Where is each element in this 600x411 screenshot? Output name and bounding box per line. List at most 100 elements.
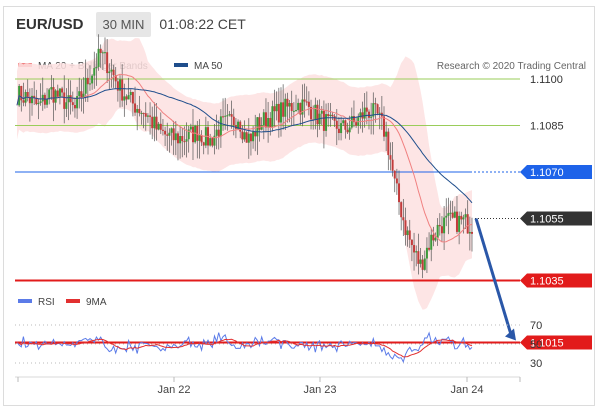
candle-body: [391, 159, 394, 171]
candle-body: [301, 99, 304, 115]
candle-body: [106, 52, 109, 74]
candle-body: [284, 98, 287, 117]
candle-body: [172, 128, 175, 141]
candle-body: [395, 178, 398, 184]
candle-body: [410, 239, 413, 246]
candle-body: [243, 132, 246, 140]
candle-body: [202, 142, 205, 146]
candle-body: [67, 95, 70, 103]
candle-body: [61, 88, 64, 93]
candle-body: [20, 85, 23, 101]
pivot-label-tag: [520, 165, 592, 179]
level-label-0: 1.1100: [530, 74, 563, 86]
candle-body: [295, 110, 298, 112]
candle-body: [359, 112, 362, 118]
candle-body: [398, 183, 401, 203]
candle-body: [125, 96, 128, 100]
candle-body: [290, 103, 293, 111]
candle-body: [140, 112, 143, 114]
candle-body: [112, 69, 115, 76]
rsi-level-label-2: 30: [530, 358, 542, 370]
candle-body: [440, 226, 443, 234]
candle-body: [363, 107, 366, 119]
candle-body: [185, 139, 188, 142]
legend-label-rsi: RSI: [38, 297, 55, 308]
candle-body: [325, 114, 328, 131]
candle-body: [151, 116, 154, 129]
candle-body: [215, 129, 218, 136]
candle-body: [58, 88, 61, 97]
candle-body: [400, 202, 403, 218]
rsi-line: [16, 331, 473, 364]
candle-body: [344, 120, 347, 130]
candle-body: [292, 110, 295, 112]
candle-body: [168, 132, 171, 136]
candle-body: [327, 114, 330, 117]
candle-body: [277, 103, 280, 123]
candle-body: [333, 116, 336, 121]
candle-body: [95, 66, 98, 69]
candle-body: [279, 102, 282, 123]
symbol-label: EUR/USD: [16, 15, 84, 33]
candle-body: [310, 106, 313, 120]
candle-body: [458, 215, 461, 232]
candle-body: [239, 121, 242, 132]
candle-body: [39, 101, 42, 103]
timeframe-badge[interactable]: 30 MIN: [95, 11, 152, 37]
candle-body: [176, 133, 179, 144]
candle-body: [108, 71, 111, 74]
candle-body: [134, 103, 137, 113]
candle-body: [445, 215, 448, 218]
candle-body: [196, 125, 199, 141]
candle-body: [116, 81, 119, 91]
level-label-3: 1.1055: [530, 214, 564, 226]
candle-body: [84, 77, 87, 94]
candle-body: [146, 115, 149, 117]
candle-body: [374, 103, 377, 105]
candle-body: [97, 48, 100, 67]
candle-body: [320, 110, 323, 114]
candle-body: [183, 141, 186, 143]
candle-body: [322, 110, 325, 131]
ma50-line: [16, 87, 473, 204]
candle-body: [471, 231, 473, 234]
x-axis: Jan 22 Jan 23 Jan 24: [17, 377, 521, 396]
candle-body: [123, 96, 126, 101]
candle-body: [361, 112, 364, 119]
candle-body: [404, 220, 407, 236]
candle-body: [200, 135, 203, 143]
candle-body: [230, 114, 233, 117]
candle-body: [428, 247, 431, 250]
candle-body: [449, 212, 452, 214]
candle-body: [350, 116, 353, 128]
candle-body: [114, 75, 117, 82]
candle-body: [417, 251, 420, 264]
candle-body: [211, 138, 214, 146]
candle-body: [46, 99, 49, 105]
candle-body: [76, 96, 79, 109]
candle-body: [393, 170, 396, 179]
candle-body: [342, 120, 345, 124]
candle-body: [103, 52, 106, 54]
candle-body: [127, 95, 130, 100]
candle-body: [48, 89, 51, 100]
candle-body: [462, 217, 465, 220]
candle-body: [258, 117, 261, 130]
candle-body: [110, 69, 113, 72]
candle-body: [329, 114, 332, 117]
candle-body: [348, 127, 351, 133]
candle-body: [436, 224, 439, 238]
candle-body: [267, 117, 270, 128]
chart-header: EUR/USD 30 MIN 01:08:22 CET: [4, 10, 246, 38]
candle-body: [387, 131, 390, 156]
candle-body: [179, 136, 182, 144]
candle-body: [170, 128, 173, 133]
candle-body: [191, 126, 194, 143]
candle-body: [299, 102, 302, 115]
candle-body: [419, 259, 422, 264]
candle-body: [438, 224, 441, 227]
candle-body: [271, 106, 274, 127]
x-tick-label-0: Jan 22: [157, 384, 190, 396]
candle-body: [86, 77, 89, 85]
candle-body: [213, 135, 216, 146]
